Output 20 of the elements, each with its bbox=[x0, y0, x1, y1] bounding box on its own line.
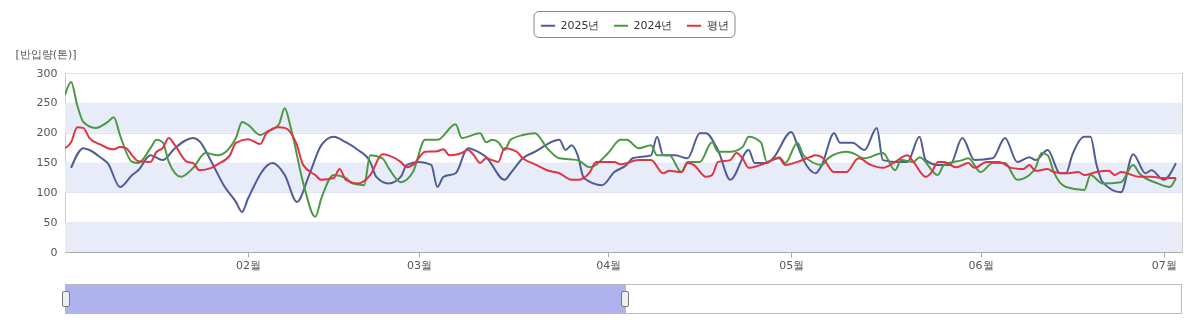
y-tick-label: 0 bbox=[50, 245, 58, 259]
x-tick-label: 04월 bbox=[596, 258, 622, 272]
line-series bbox=[70, 126, 1177, 214]
x-tick-label: 06월 bbox=[968, 258, 994, 272]
x-tick-label: 02월 bbox=[236, 258, 262, 272]
legend-label: 평년 bbox=[706, 18, 729, 32]
x-tick-label: 03월 bbox=[407, 258, 433, 272]
y-tick-label: 200 bbox=[36, 126, 58, 140]
y-tick-label: 150 bbox=[36, 156, 58, 169]
legend-label: 2025년 bbox=[560, 18, 600, 32]
y-tick-label: 100 bbox=[36, 185, 58, 199]
line-series bbox=[65, 126, 1177, 185]
y-tick-label: 300 bbox=[36, 66, 58, 80]
legend-label: 2024년 bbox=[633, 18, 673, 32]
y-tick-label: 50 bbox=[43, 215, 58, 229]
line-series bbox=[65, 80, 1177, 218]
y-axis-title: [반입량(톤)] bbox=[15, 47, 77, 61]
x-tick-label: 07월 bbox=[1151, 258, 1177, 272]
y-tick-label: 250 bbox=[36, 96, 58, 110]
x-tick-label: 05월 bbox=[779, 258, 805, 272]
